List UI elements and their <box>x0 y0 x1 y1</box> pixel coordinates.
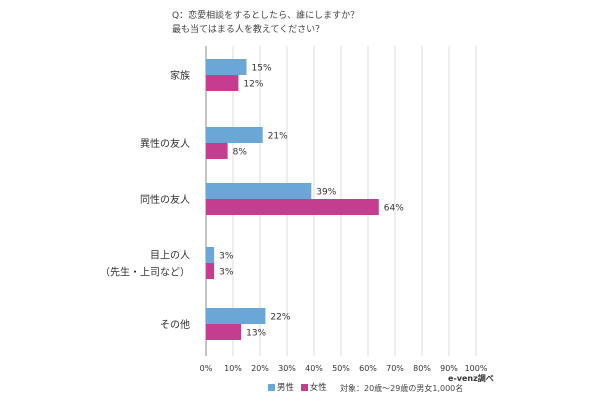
bar-male <box>206 183 312 199</box>
data-label: 21% <box>268 132 288 142</box>
bar-male <box>206 59 247 75</box>
bar-female <box>206 75 239 91</box>
x-tick-label: 80% <box>413 364 431 373</box>
data-label: 8% <box>233 148 248 158</box>
x-tick-label: 0% <box>200 364 213 373</box>
legend-swatch-female <box>300 384 308 391</box>
bar-male <box>206 308 266 324</box>
bar-male <box>206 127 263 143</box>
legend-item-female: 女性 <box>300 383 327 393</box>
data-label: 64% <box>384 204 404 214</box>
source-label: e-venz調べ <box>448 374 494 383</box>
bar-female <box>206 263 215 279</box>
category-label: 目上の人 <box>150 250 190 262</box>
category-label: その他 <box>160 318 190 331</box>
data-label: 15% <box>252 64 272 74</box>
x-tick-label: 100% <box>465 364 488 373</box>
category-label: 異性の友人 <box>140 137 190 150</box>
x-tick-label: 90% <box>440 364 458 373</box>
legend-swatch-male <box>268 384 275 391</box>
x-tick-label: 10% <box>224 364 242 373</box>
bar-female <box>206 324 242 340</box>
category-label: 家族 <box>170 69 190 82</box>
data-label: 12% <box>243 80 263 90</box>
category-label: （先生・上司など） <box>100 266 190 279</box>
legend-item-male: 男性 <box>268 383 294 393</box>
x-tick-label: 50% <box>332 364 350 373</box>
data-label: 13% <box>246 329 266 339</box>
category-label: 同性の友人 <box>140 193 190 206</box>
legend-label-male: 男性 <box>277 383 295 393</box>
data-label: 3% <box>219 268 234 278</box>
data-label: 22% <box>270 313 290 323</box>
chart-legend: 男性 女性 <box>268 381 331 393</box>
legend-label-female: 女性 <box>309 383 327 393</box>
data-label: 3% <box>219 252 234 262</box>
question-line-1: Q：恋愛相談をするとしたら、誰にしますか？ <box>172 11 360 21</box>
x-tick-label: 60% <box>359 364 377 373</box>
x-tick-label: 20% <box>251 364 269 373</box>
survey-note: 対象：20歳〜29歳の男女1,000名 <box>340 384 464 393</box>
x-tick-label: 70% <box>386 364 404 373</box>
x-tick-label: 30% <box>278 364 296 373</box>
data-label: 39% <box>316 188 336 198</box>
bar-female <box>206 199 379 215</box>
bar-male <box>206 247 215 263</box>
question-line-2: 最も当てはまる人を教えてください？ <box>172 25 325 35</box>
x-tick-label: 40% <box>305 364 323 373</box>
bar-female <box>206 143 228 159</box>
